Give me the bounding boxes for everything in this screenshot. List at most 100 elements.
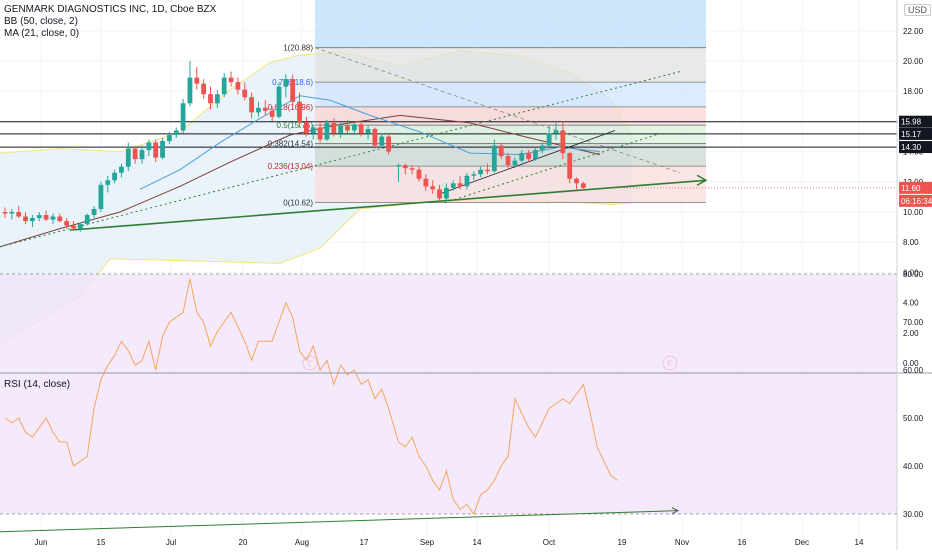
time-tick-label: 15 [97,538,106,547]
candle-body [139,150,145,160]
candle-body [119,166,124,173]
bb-legend[interactable]: BB (50, close, 2) [4,16,78,27]
trendline-arrow [696,174,708,186]
fib-zone [315,82,706,107]
price-badge-label: 15.17 [901,130,922,139]
fib-extension-blue [315,0,706,48]
candle-body [574,178,579,184]
candle-body [505,156,511,166]
candle-body [409,168,415,170]
projection-dashed [314,47,681,174]
rsi-tick-label: 30.00 [903,510,924,519]
candle-body [235,82,241,90]
candle-body [84,215,90,225]
time-tick-label: Jun [35,538,48,547]
price-tick-label: 18.00 [903,87,924,96]
candle-body [450,183,456,188]
fib-level-label: 0.236(13.04) [268,162,314,171]
candle-body [338,125,344,134]
time-tick-label: 14 [855,538,864,547]
currency-badge[interactable]: USD [904,4,932,16]
candle-body [464,175,470,187]
time-tick-label: 17 [360,538,369,547]
time-tick-label: Nov [675,538,689,547]
candle-body [485,169,490,172]
candle-body [526,153,531,160]
candle-body [208,94,213,104]
candle-body [262,107,268,111]
candle-body [379,136,385,146]
price-badge [899,194,932,207]
candle-body [112,172,117,181]
candle-body [331,122,337,134]
candle-body [98,184,104,209]
rsi-tick-label: 70.00 [903,318,924,327]
candle-body [228,77,234,83]
candle-body [194,77,200,84]
price-tick-label: 8.00 [903,238,919,247]
time-tick-label: 14 [473,538,482,547]
rsi-trendline-arrow [671,507,680,515]
rsi-pane [0,273,897,533]
price-badge-label: 14.30 [901,143,922,152]
fib-level-label: 0.5(15.75) [277,121,314,130]
candle-body [478,169,484,175]
price-tick-label: 0.00 [903,359,919,368]
candle-body [519,153,525,161]
candle-body [386,136,391,152]
candle-body [304,122,309,134]
rsi-tick-label: 60.00 [903,366,924,375]
price-badge [899,141,932,154]
price-badge-label: 15.98 [901,118,922,127]
price-tick-label: 2.00 [903,329,919,338]
candle-body [290,79,296,102]
rsi-line [4,278,618,516]
time-tick-label: Aug [295,538,309,547]
candle-body [498,145,504,157]
candle-body [444,187,449,199]
candle-body [16,212,22,217]
fib-zone [315,166,706,203]
candle-body [372,128,378,146]
time-tick-label: Sep [420,538,435,547]
time-tick-label: Jul [166,538,176,547]
time-tick-label: Oct [543,538,556,547]
price-badge-label: 06:16:34 [901,197,932,206]
price-badge-label: 11.60 [901,184,921,193]
candle-body [553,130,559,134]
price-tick-label: 4.00 [903,299,919,308]
rsi-tick-label: 40.00 [903,462,924,471]
candle-body [317,127,323,140]
candle-body [9,212,15,214]
candle-body [201,83,207,95]
fib-level-label: 0(10.62) [283,199,313,208]
candle-body [105,180,111,185]
candle-body [567,153,573,179]
candle-body [430,186,436,190]
candle-body [324,122,330,140]
fib-zone [315,106,706,126]
symbol-title: GENMARK DIAGNOSTICS INC, 1D, Cboe BZX [4,4,217,15]
candle-body [214,94,220,104]
candle-body [276,86,282,117]
candle-body [249,97,254,113]
candle-body [396,165,401,167]
fib-zone [315,47,706,83]
candle-body [491,145,497,172]
candle-body [423,178,429,187]
candle-body [457,183,463,187]
price-tick-label: 6.00 [903,268,919,277]
ma-legend[interactable]: MA (21, close, 0) [4,28,80,39]
candle-body [167,134,172,142]
candle-body [310,127,316,134]
price-tick-label: 22.00 [903,27,924,36]
candle-body [358,124,364,134]
time-tick-label: 19 [618,538,627,547]
trendline-dotted-upper [0,71,681,248]
candle-body [283,79,289,87]
rsi-tick-label: 50.00 [903,414,924,423]
rsi-legend[interactable]: RSI (14, close) [4,379,71,390]
time-tick-label: Dec [795,538,809,547]
candle-body [269,110,275,117]
